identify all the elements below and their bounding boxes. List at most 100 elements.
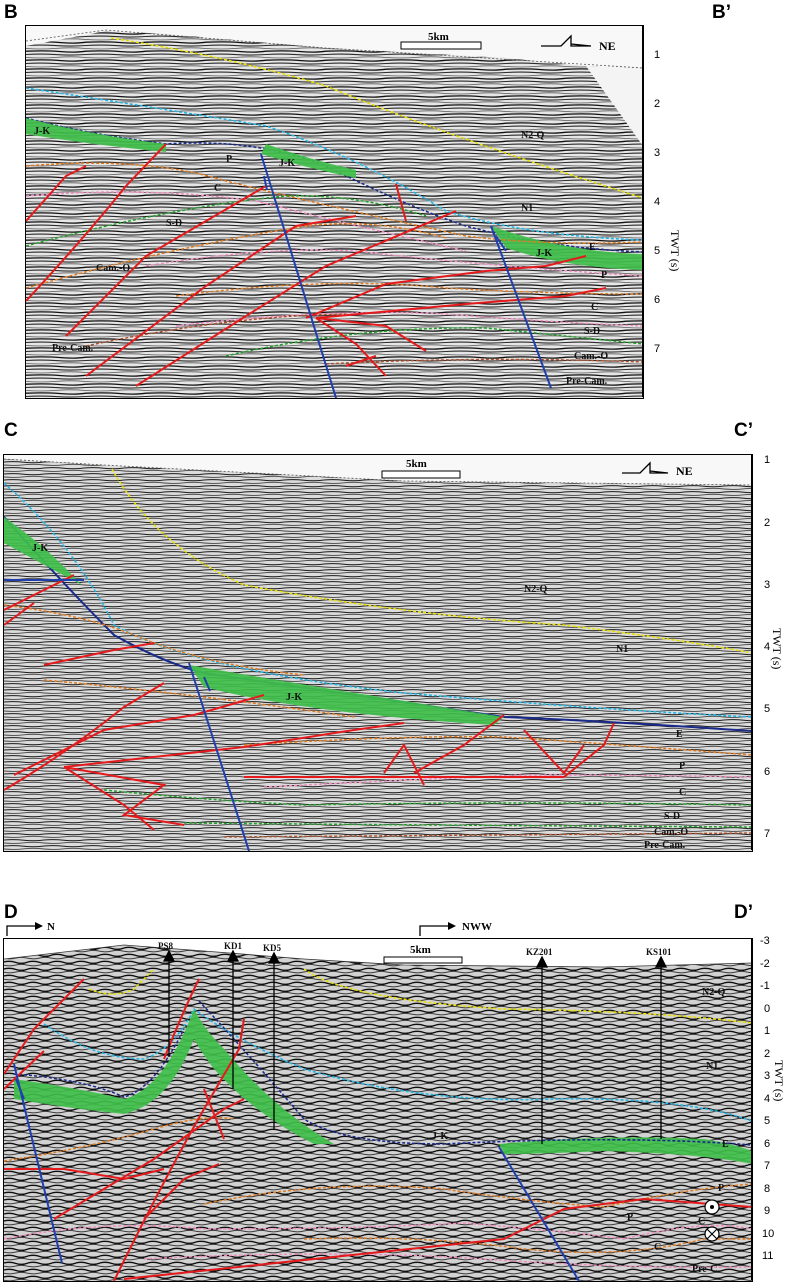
panel-b-horizon-green-upper: [26, 195, 427, 247]
panel-b-horizon-yellow: [110, 37, 643, 199]
panel-c-left-label: C: [4, 420, 18, 441]
twt-tick-label: 1: [764, 454, 771, 466]
panel-d-horizon-cyan: [43, 1007, 752, 1122]
panel-c-jk-bed-left: [4, 517, 82, 585]
well-label: PS8: [158, 941, 174, 951]
panel-b-scale-label: 5km: [428, 31, 449, 43]
panel-d-left-label: D: [4, 902, 18, 923]
panel-d-north-arrow: N: [6, 921, 55, 936]
unit-label: Cam.-O: [654, 827, 688, 838]
panel-b-axis-title: TWT (s): [668, 230, 682, 272]
unit-label: J-K: [286, 692, 302, 703]
twt-tick-label: 6: [764, 766, 771, 778]
panel-b-section-svg: 5km NE J-K P J-K C S-D Cam.-O Pre-Cam. N…: [26, 26, 643, 398]
panel-d-jk-bed-right: [499, 1137, 752, 1164]
well-label: KD1: [224, 941, 243, 951]
panel-d-section-svg: 5km PS8 KD1 KD5 KZ201 KS101 N2-Q N1 J-K …: [4, 939, 752, 1281]
twt-tick-label: 8: [764, 1183, 771, 1195]
twt-tick-label: 7: [654, 343, 661, 355]
twt-tick-label: 2: [764, 1048, 771, 1060]
panel-d-direction-label: NWW: [462, 921, 492, 933]
panel-b-seismic-section: 5km NE J-K P J-K C S-D Cam.-O Pre-Cam. N…: [25, 25, 644, 399]
unit-label: E: [722, 1139, 729, 1150]
twt-tick-label: 6: [654, 294, 661, 306]
panel-c-scale-bar: [381, 470, 461, 479]
panel-b-jk-bed-left: [26, 118, 166, 152]
panel-c-seismic-section: 5km NE J-K N2-Q N1 J-K E P C S-D Cam.-O …: [3, 454, 753, 852]
panel-b-jk-bed-center: [261, 144, 356, 178]
unit-label: N2-Q: [702, 987, 726, 998]
panel-b-scale-bar: [400, 41, 482, 50]
well-label: KD5: [263, 943, 282, 953]
panel-d-axis-title: TWT (s): [772, 1060, 786, 1102]
twt-tick-label: 0: [764, 1003, 771, 1015]
twt-tick-label: 2: [654, 98, 661, 110]
unit-label: J-K: [536, 248, 552, 259]
unit-label: N1: [616, 644, 628, 655]
twt-tick-label: 9: [764, 1205, 771, 1217]
panel-c-right-label: C’: [734, 420, 753, 441]
twt-tick-label: 4: [764, 1093, 771, 1105]
well-label: KS101: [646, 947, 672, 957]
twt-tick-label: 5: [764, 1115, 771, 1127]
unit-label: P: [601, 270, 607, 281]
panel-d-horizon-yellow: [303, 968, 752, 1024]
panel-c-scale-label: 5km: [406, 458, 427, 470]
panel-b-normal-faults: [260, 153, 552, 398]
unit-label: N1: [521, 203, 533, 214]
unit-label: E: [676, 729, 683, 740]
unit-label: C: [214, 183, 221, 194]
twt-tick-label: 3: [764, 1070, 771, 1082]
unit-label: N2-Q: [524, 584, 548, 595]
panel-d-wells: [162, 949, 668, 1144]
unit-label: P: [679, 761, 685, 772]
unit-label: Cam.-O: [96, 263, 130, 274]
unit-label: P: [627, 1212, 633, 1223]
panel-d: D D’ N NWW: [0, 900, 789, 1284]
unit-label: Cam.-O: [574, 351, 608, 362]
panel-d-scale-label: 5km: [410, 944, 431, 956]
panel-d-thrust-faults: [4, 978, 752, 1281]
unit-label: J-K: [432, 1131, 448, 1142]
panel-c-axis-title: TWT (s): [770, 628, 784, 670]
panel-d-seismic-section: 5km PS8 KD1 KD5 KZ201 KS101 N2-Q N1 J-K …: [3, 938, 753, 1282]
panel-d-nww-arrow: NWW: [419, 921, 492, 936]
twt-tick-label: -2: [760, 958, 770, 970]
twt-tick-label: 3: [764, 579, 771, 591]
unit-label: N1: [706, 1061, 718, 1072]
unit-label: C: [698, 1216, 705, 1227]
panel-c-jk-bed-center: [189, 665, 504, 725]
panel-c-direction-label: NE: [676, 464, 693, 478]
unit-label: Pre-Cam.: [566, 376, 608, 387]
twt-tick-label: 4: [764, 641, 771, 653]
unit-label: Pre-C: [692, 1264, 717, 1275]
panel-b-right-label: B’: [712, 2, 731, 23]
unit-label: E: [589, 242, 596, 253]
panel-c-normal-faults: [4, 579, 250, 851]
panel-c-horizon-cyan: [4, 482, 752, 718]
unit-label: J-K: [279, 158, 295, 169]
unit-label: S-D: [664, 811, 680, 822]
panel-b-left-label: B: [4, 2, 18, 23]
panel-d-scale-bar: [383, 956, 463, 964]
panel-c-horizon-yellow: [111, 468, 752, 654]
twt-tick-label: 2: [764, 517, 771, 529]
panel-d-normal-faults: [13, 1063, 580, 1281]
panel-b-sky: [26, 26, 643, 68]
unit-label: C: [591, 302, 598, 313]
twt-tick-label: 5: [654, 245, 661, 257]
panel-b-thrust-faults: [26, 143, 607, 387]
panel-b-horizon-orange-upper: [26, 162, 643, 244]
unit-label: S-D: [584, 326, 600, 337]
unit-label: P: [226, 154, 232, 165]
twt-tick-label: 11: [762, 1250, 774, 1262]
twt-tick-label: 7: [764, 828, 771, 840]
twt-tick-label: -3: [760, 935, 770, 947]
twt-tick-label: 5: [764, 703, 771, 715]
unit-label: C: [654, 1242, 661, 1253]
panel-b: B B’: [0, 0, 789, 400]
panel-b-direction-arrow: [541, 34, 592, 47]
panel-c: C C’: [0, 418, 789, 858]
panel-b-jk-bed-right: [491, 226, 643, 270]
well-label: KZ201: [526, 947, 553, 957]
